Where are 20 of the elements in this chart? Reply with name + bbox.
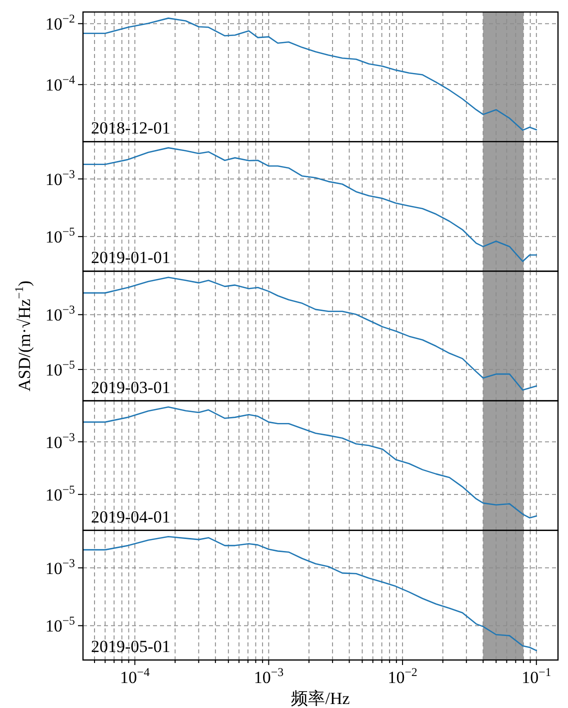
y-tick-label: 10$^{−3}$ bbox=[45, 430, 76, 452]
y-tick-label: 10$^{−5}$ bbox=[45, 357, 76, 380]
y-tick-label: 10$^{−5}$ bbox=[45, 614, 76, 636]
annotation: 2019-04-01 bbox=[91, 507, 170, 526]
x-tick-label: 10$^{−2}$ bbox=[388, 665, 418, 687]
y-tick-label: 10$^{−5}$ bbox=[45, 482, 76, 504]
x-axis-title: 频率/Hz bbox=[291, 689, 350, 708]
annotation: 2019-03-01 bbox=[91, 378, 170, 397]
annotation: 2019-05-01 bbox=[91, 637, 170, 656]
x-tick-label: 10$^{−1}$ bbox=[522, 665, 552, 687]
annotation: 2018-12-01 bbox=[91, 118, 170, 138]
y-tick-label: 10$^{−5}$ bbox=[45, 224, 76, 247]
y-tick-label: 10$^{−4}$ bbox=[45, 72, 76, 95]
y-tick-label: 10$^{−3}$ bbox=[45, 302, 76, 325]
x-tick-label: 10$^{−4}$ bbox=[120, 665, 150, 687]
y-tick-label: 10$^{−3}$ bbox=[45, 556, 76, 578]
y-tick-label: 10$^{−3}$ bbox=[45, 166, 76, 189]
annotation: 2019-01-01 bbox=[91, 248, 170, 268]
x-tick-label: 10$^{−3}$ bbox=[254, 665, 284, 687]
y-tick-label: 10$^{−2}$ bbox=[45, 12, 76, 34]
